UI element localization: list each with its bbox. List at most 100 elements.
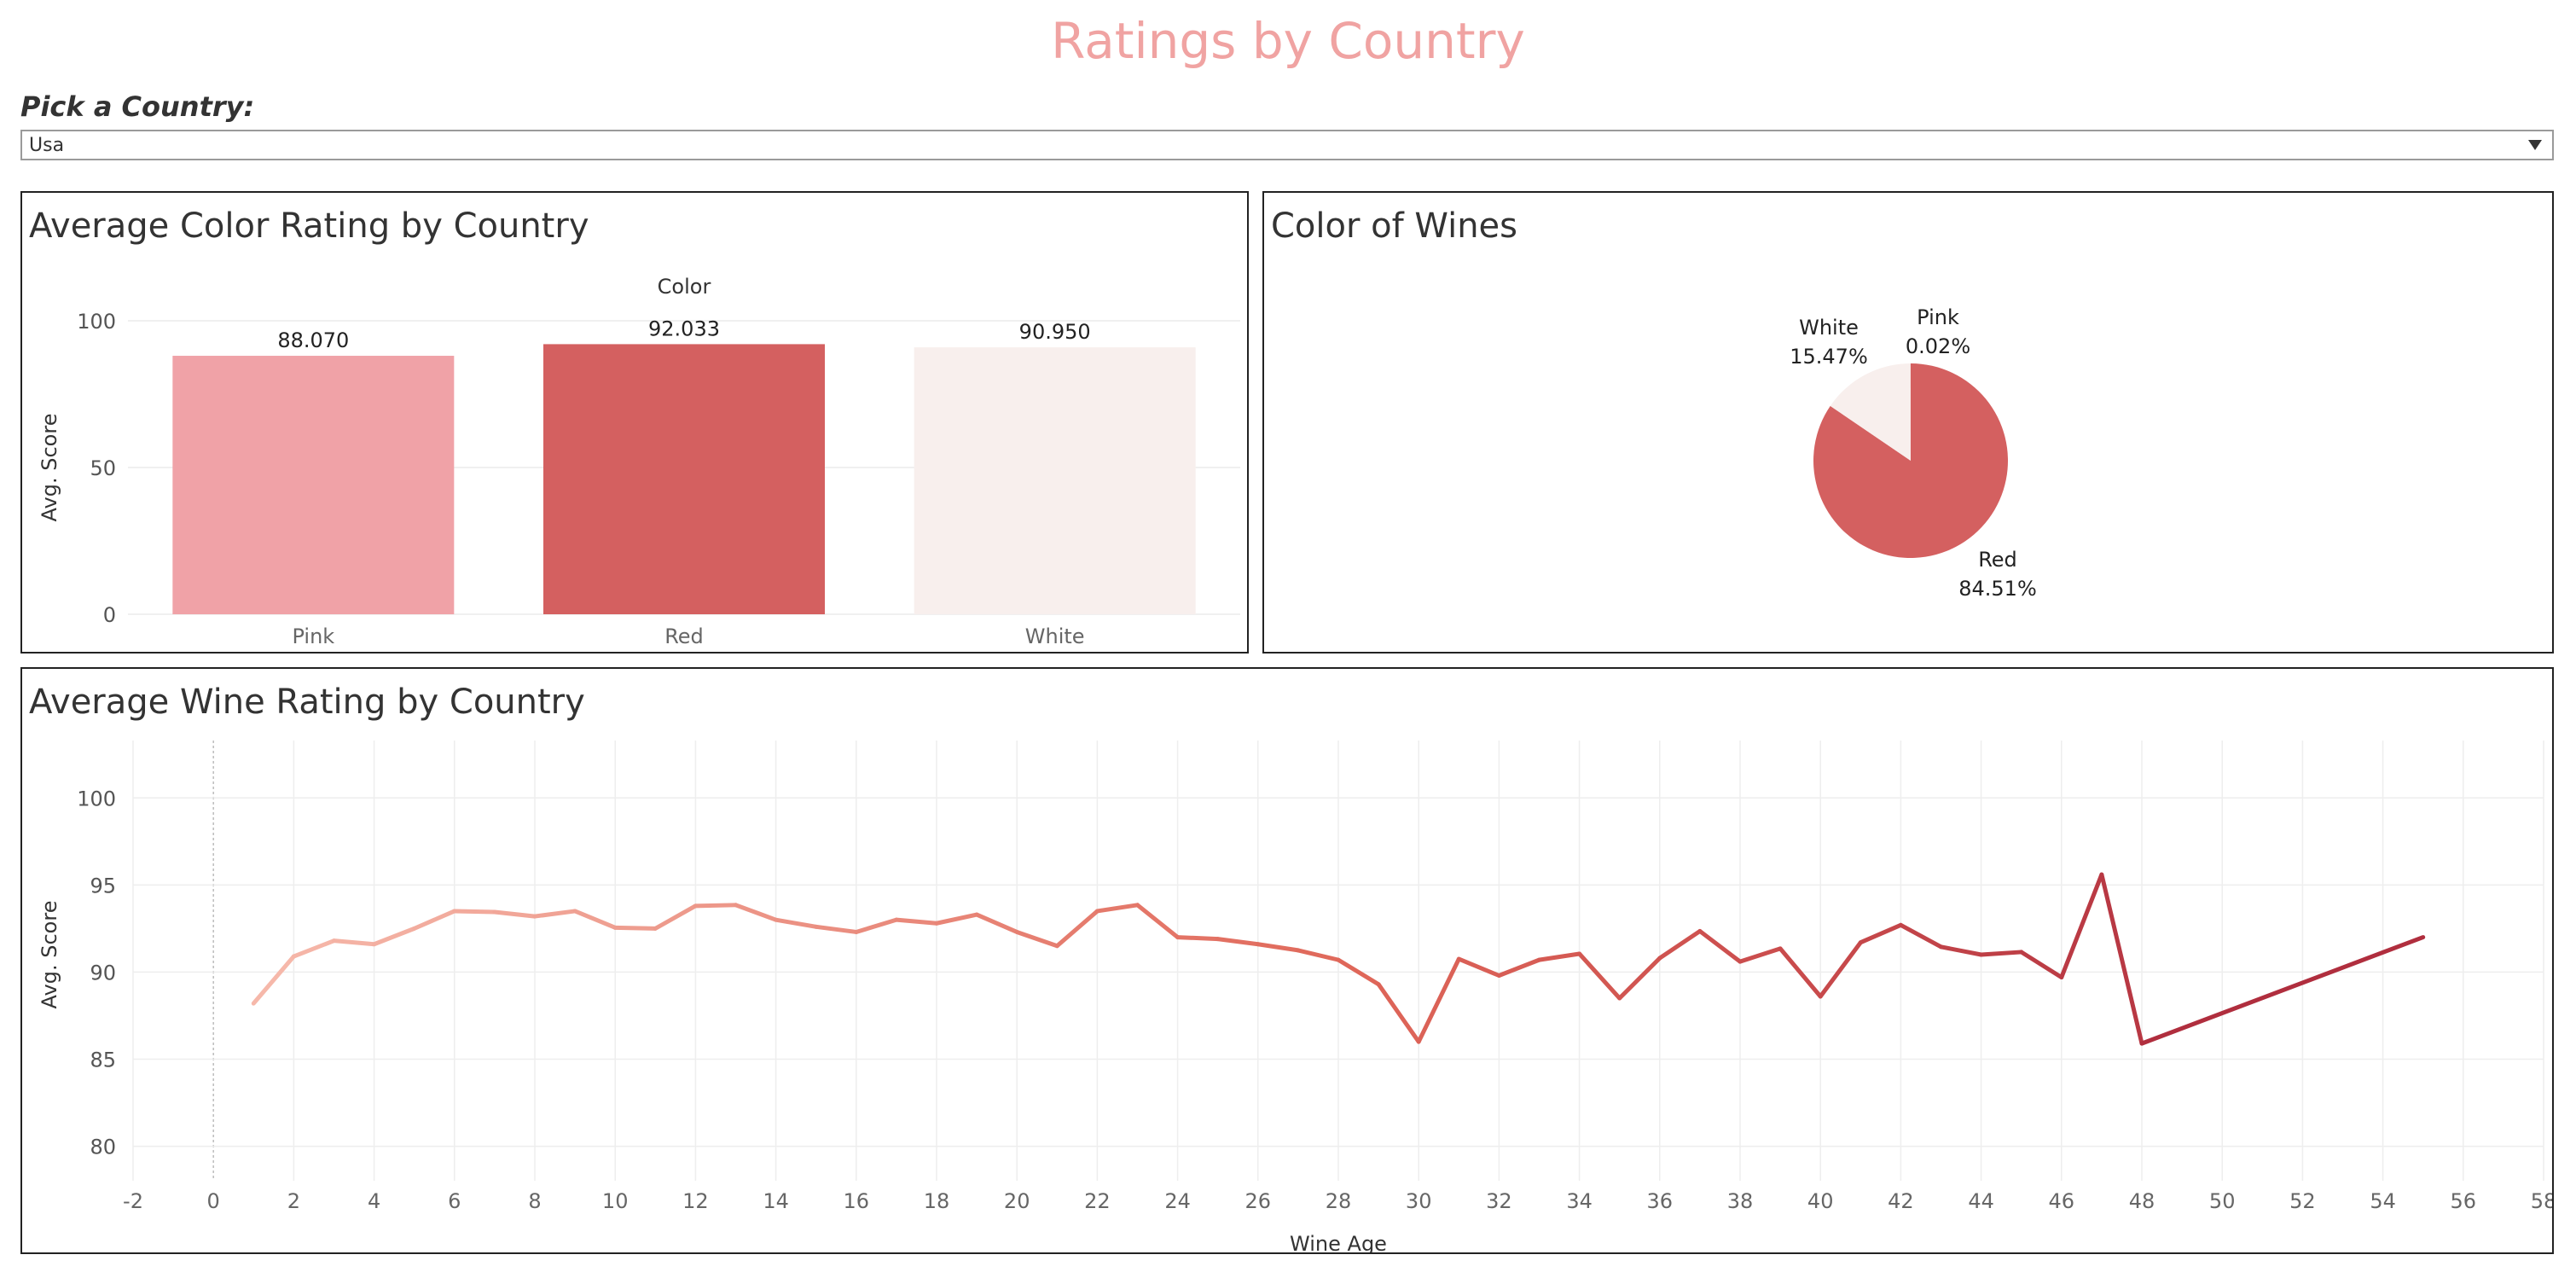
line-series-segment [1979,950,2024,957]
line-series-segment [2139,935,2426,1046]
line-x-tick-label: 42 [1888,1189,1914,1213]
bar-chart: Color 0 50 100 Avg. Score 88.070 Pink 92.033 Red… [38,275,1240,648]
bar-category-label: Red [664,624,704,648]
line-series-segment [372,926,417,947]
line-x-tick-label: 20 [1004,1189,1030,1213]
line-x-tick-label: 8 [528,1189,541,1213]
line-chart: -2 0 2 4 6 8 10 12 14 16 18 20 22 24 26 28 30 32 34 36 38 40 4… [38,741,2552,1252]
line-series-segment [1657,928,1703,961]
line-series-segment [612,925,658,931]
avg-wine-rating-panel: Average Wine Rating by Country -2 0 2 4 6 8 10… [20,667,2554,1254]
line-x-tick-label: 30 [1406,1189,1432,1213]
bar-column-header: Color [658,275,711,299]
line-series-segment [1135,903,1181,940]
bar-white [914,347,1196,614]
line-series-segment [1898,922,1943,950]
line-series-segment [1014,929,1059,949]
line-series-segment [1778,946,1823,999]
line-y-tick-label: 100 [77,787,116,810]
line-series-segment [251,954,296,1006]
bar-value-label: 90.950 [1019,320,1091,344]
line-x-tick-label: 12 [682,1189,709,1213]
line-series-segment [693,903,738,909]
line-x-tick-label: 34 [1566,1189,1593,1213]
line-series-segment [532,909,577,919]
line-x-tick-label: 22 [1084,1189,1111,1213]
country-filter-label: Pick a Country: [20,90,255,123]
line-series-segment [734,903,779,922]
line-series-segment [572,909,618,930]
line-x-tick-label: 28 [1326,1189,1352,1213]
pie-slice-name-label: Pink [1917,305,1959,329]
line-x-tick-label: 10 [602,1189,629,1213]
line-series-segment [974,912,1019,934]
line-series-segment [1215,937,1261,947]
line-x-tick-label: 56 [2451,1189,2477,1213]
pie-slice-percent-label: 15.47% [1790,345,1868,369]
line-y-tick-label: 90 [90,961,116,985]
line-series-segment [332,938,377,947]
pie-chart-title: Color of Wines [1271,206,1518,246]
country-select[interactable]: Usa [20,130,2554,160]
line-x-tick-label: 58 [2531,1189,2552,1213]
line-series-segment [1296,948,1341,962]
line-series-segment [1094,903,1140,914]
country-select-value: Usa [29,135,65,156]
pie-slice-name-label: Red [1978,548,2017,572]
avg-color-rating-panel: Average Color Rating by Country Color 0 50… [20,191,1249,654]
line-x-tick-label: 16 [844,1189,870,1213]
line-series-segment [1175,935,1221,942]
line-series-segment [452,909,497,915]
bar-value-label: 92.033 [648,317,720,340]
line-x-tick-label: 14 [763,1189,789,1213]
line-x-tick-label: 4 [368,1189,380,1213]
bar-y-tick-label: 50 [90,456,116,480]
line-series-segment [1376,982,1421,1044]
line-x-tick-label: 18 [924,1189,950,1213]
bar-value-label: 88.070 [277,328,349,352]
line-series-segment [1336,957,1381,987]
line-x-tick-label: 36 [1647,1189,1674,1213]
line-x-tick-label: 52 [2289,1189,2316,1213]
line-series-segment [653,903,698,931]
line-y-tick-label: 80 [90,1136,116,1159]
line-x-tick-label: 54 [2370,1189,2396,1213]
line-x-tick-label: 0 [207,1189,220,1213]
line-series-segment [1416,956,1461,1044]
color-of-wines-panel: Color of Wines Red 84.51% White 15.47% Pink 0… [1262,191,2554,654]
line-series-segment [1818,940,1863,999]
line-series-segment [1738,946,1783,964]
line-series-segment [1858,922,1903,945]
line-series-segment [2059,872,2104,980]
line-x-tick-label: 2 [287,1189,300,1213]
line-y-tick-label: 85 [90,1049,116,1072]
line-series-segment [1496,957,1541,978]
line-chart-title: Average Wine Rating by Country [29,683,585,722]
line-series-segment [894,917,939,926]
line-series-segment [1054,909,1099,949]
line-x-tick-label: 24 [1164,1189,1191,1213]
bar-category-label: White [1025,624,1085,648]
pie-slice-percent-label: 84.51% [1958,577,2037,601]
bar-pink [172,356,455,614]
line-series-segment [1939,944,1984,957]
line-y-tick-label: 95 [90,874,116,898]
line-series-segment [854,917,899,934]
line-x-tick-label: 46 [2049,1189,2075,1213]
line-series-segment [1537,951,1582,962]
bar-red [543,344,825,614]
line-x-axis-label: Wine Age [1290,1232,1387,1252]
line-y-axis-label: Avg. Score [38,901,61,1009]
line-series-segment [2099,872,2144,1046]
line-series-segment [774,917,819,929]
line-series-segment [2019,950,2064,980]
line-series-segment [492,909,537,919]
pie-slice-name-label: White [1799,316,1859,340]
line-x-tick-label: 50 [2209,1189,2236,1213]
chevron-down-icon[interactable] [2528,140,2542,150]
bar-chart-title: Average Color Rating by Country [29,206,589,246]
line-x-tick-label: 38 [1727,1189,1754,1213]
pie-chart: Red 84.51% White 15.47% Pink 0.02% [1790,305,2037,601]
line-x-tick-label: 44 [1968,1189,1994,1213]
line-series-segment [412,909,457,931]
